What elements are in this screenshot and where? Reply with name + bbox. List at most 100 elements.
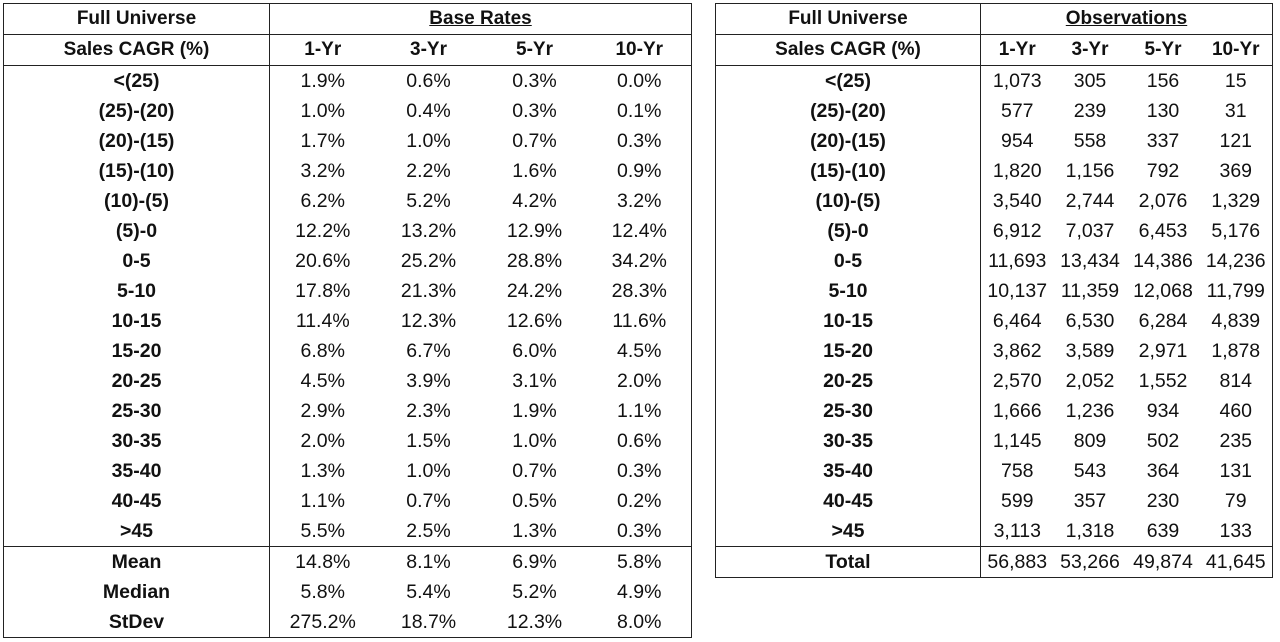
row-label: >45 [3, 516, 270, 547]
value-cell: 792 [1146, 160, 1180, 182]
value-cell: 156 [1126, 65, 1200, 96]
row-label: 15-20 [3, 336, 270, 366]
value-cell: 12.2% [295, 220, 351, 242]
row-label: 5-10 [715, 276, 981, 306]
value-cell: 12.6% [506, 310, 563, 332]
value-cell: 7,037 [1065, 220, 1115, 242]
value-cell: 543 [1073, 460, 1107, 482]
value-cell: 1,236 [1065, 400, 1115, 422]
value-cell: 460 [1199, 396, 1273, 426]
value-cell: 56,883 [980, 546, 1054, 578]
row-label: (5)-0 [715, 216, 981, 246]
row-label: (15)-(10) [715, 156, 981, 186]
group-title: Base Rates [269, 3, 693, 35]
value-cell: 4,839 [1199, 306, 1273, 336]
value-cell: 558 [1073, 130, 1107, 152]
value-cell: 2.3% [406, 400, 451, 422]
value-cell: 230 [1146, 490, 1180, 512]
value-cell: 41,645 [1199, 546, 1273, 578]
value-cell: 13,434 [1060, 250, 1120, 272]
table-row: (10)-(5) 3,540 2,744 2,076 1,329 [715, 186, 1273, 216]
value-cell: 1,145 [992, 430, 1042, 452]
table-row: (10)-(5) 6.2% 5.2% 4.2% 3.2% [3, 186, 693, 216]
value-cell: 5.2% [512, 581, 557, 603]
table-row: (20)-(15) 954 558 337 121 [715, 126, 1273, 156]
value-cell: 2.0% [587, 366, 693, 396]
value-cell: 12.3% [400, 310, 457, 332]
value-cell: 6.0% [512, 340, 557, 362]
value-cell: 11.4% [295, 310, 350, 332]
column-header: 5-Yr [481, 34, 588, 66]
value-cell: 1.3% [481, 516, 588, 547]
value-cell: 3,113 [980, 516, 1054, 547]
value-cell: 10,137 [987, 280, 1048, 302]
column-header: 3-Yr [1053, 34, 1127, 66]
table-row: 20-25 2,570 2,052 1,552 814 [715, 366, 1273, 396]
value-cell: 8.0% [587, 607, 693, 638]
value-cell: 1,552 [1138, 370, 1188, 392]
row-label: 30-35 [3, 426, 270, 456]
value-cell: 49,874 [1126, 546, 1200, 578]
corner-header: Full Universe [3, 3, 270, 35]
table-row: <(25) 1,073 305 156 15 [715, 65, 1273, 96]
table-row: 15-20 6.8% 6.7% 6.0% 4.5% [3, 336, 693, 366]
value-cell: 954 [1000, 130, 1034, 152]
value-cell: 4.2% [512, 190, 557, 212]
value-cell: 0.7% [512, 130, 557, 152]
table-row: 40-45 1.1% 0.7% 0.5% 0.2% [3, 486, 693, 516]
table-row: 35-40 1.3% 1.0% 0.7% 0.3% [3, 456, 693, 486]
value-cell: 3,862 [992, 340, 1042, 362]
value-cell: 1.1% [587, 396, 693, 426]
value-cell: 239 [1073, 100, 1107, 122]
table-row: (15)-(10) 1,820 1,156 792 369 [715, 156, 1273, 186]
value-cell: 0.4% [406, 100, 451, 122]
table-row: >45 5.5% 2.5% 1.3% 0.3% [3, 516, 693, 547]
row-label: (25)-(20) [3, 96, 270, 126]
value-cell: 1.0% [406, 460, 451, 482]
value-cell: 12.4% [587, 216, 693, 246]
value-cell: 6,453 [1138, 220, 1188, 242]
row-label: Total [715, 546, 981, 578]
table-row: 15-20 3,862 3,589 2,971 1,878 [715, 336, 1273, 366]
value-cell: 1.9% [512, 400, 557, 422]
value-cell: 2.0% [300, 430, 345, 452]
table-row: (15)-(10) 3.2% 2.2% 1.6% 0.9% [3, 156, 693, 186]
value-cell: 369 [1199, 156, 1273, 186]
row-label: 0-5 [715, 246, 981, 276]
value-cell: 12.3% [481, 607, 588, 638]
value-cell: 3.9% [406, 370, 451, 392]
row-label: (15)-(10) [3, 156, 270, 186]
row-label: (5)-0 [3, 216, 270, 246]
value-cell: 28.8% [506, 250, 563, 272]
value-cell: 758 [1000, 460, 1034, 482]
corner-header: Full Universe [715, 3, 981, 35]
value-cell: 130 [1146, 100, 1180, 122]
value-cell: 18.7% [375, 607, 482, 638]
value-cell: 599 [1000, 490, 1034, 512]
column-header: 1-Yr [269, 34, 376, 66]
value-cell: 20.6% [295, 250, 351, 272]
row-label: 25-30 [3, 396, 270, 426]
value-cell: 337 [1146, 130, 1180, 152]
value-cell: 364 [1146, 460, 1180, 482]
table-row: (5)-0 12.2% 13.2% 12.9% 12.4% [3, 216, 693, 246]
value-cell: 12.9% [506, 220, 563, 242]
table-row: 25-30 2.9% 2.3% 1.9% 1.1% [3, 396, 693, 426]
table-row: 40-45 599 357 230 79 [715, 486, 1273, 516]
value-cell: 4.5% [300, 370, 345, 392]
row-label: 0-5 [3, 246, 270, 276]
row-label: Median [3, 577, 270, 607]
value-cell: 14,236 [1199, 246, 1273, 276]
value-cell: 6.9% [481, 546, 588, 577]
value-cell: 15 [1199, 65, 1273, 96]
column-header: 1-Yr [980, 34, 1054, 66]
table-row: 25-30 1,666 1,236 934 460 [715, 396, 1273, 426]
value-cell: 814 [1199, 366, 1273, 396]
value-cell: 31 [1199, 96, 1273, 126]
value-cell: 0.7% [512, 460, 557, 482]
summary-row: Mean 14.8% 8.1% 6.9% 5.8% [3, 546, 693, 577]
row-label: StDev [3, 607, 270, 638]
value-cell: 5,176 [1199, 216, 1273, 246]
value-cell: 1,073 [980, 65, 1054, 96]
value-cell: 0.3% [587, 456, 693, 486]
